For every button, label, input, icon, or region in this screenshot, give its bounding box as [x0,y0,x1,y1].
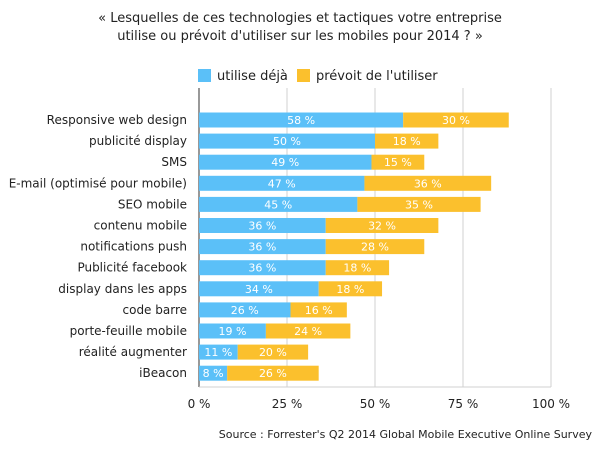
bar-value-label: 11 % [204,346,232,359]
x-tick-label: 50 % [360,397,391,411]
legend: utilise déjà prévoit de l'utiliser [198,69,438,84]
category-label: réalité augmenter [79,345,187,359]
bar-value-label: 34 % [245,283,273,296]
category-label: Responsive web design [47,113,187,127]
bar-utilise [199,218,326,233]
bar-value-label: 26 % [259,367,287,380]
bar-utilise [199,344,238,360]
bar-prevoit [325,218,439,233]
bar-value-label: 36 % [248,241,276,254]
legend-label-prevoit: prévoit de l'utiliser [316,69,438,84]
legend-label-utilise: utilise déjà [217,69,288,84]
bar-utilise [199,196,358,212]
category-label: SMS [161,155,187,169]
bar-prevoit [237,344,309,360]
bar-prevoit [318,281,383,297]
category-labels: Responsive web design publicité display SM… [9,113,187,380]
bar-prevoit [325,260,390,276]
category-label: notifications push [80,240,187,254]
bar-value-label: 26 % [231,304,259,317]
bar-value-label: 49 % [271,156,299,169]
bar-value-label: 30 % [442,114,470,127]
grid [198,88,552,388]
bar-value-label: 35 % [405,198,433,211]
bar-value-label: 36 % [248,262,276,275]
x-tick-label: 100 % [532,397,570,411]
bar-value-label: 20 % [259,346,287,359]
category-label: contenu mobile [94,219,187,233]
bar-value-label: 18 % [343,262,371,275]
bar-utilise [199,281,319,297]
bar-value-label: 24 % [294,325,322,338]
chart-title-line-2: utilise ou prévoit d'utiliser sur les mo… [117,29,483,44]
bars: 58 % 30 % 50 % 18 % 49 % 15 % 47 % 36 % 45 % 35 %… [199,112,509,381]
bar-value-label: 8 % [203,367,224,380]
category-label: iBeacon [139,366,187,380]
bar-prevoit [290,302,347,318]
bar-value-label: 58 % [287,114,315,127]
bar-utilise [199,302,291,318]
bar-value-label: 50 % [273,135,301,148]
bar-utilise [199,175,365,191]
source-note: Source : Forrester's Q2 2014 Global Mobi… [219,428,593,441]
x-tick-label: 25 % [272,397,303,411]
bar-prevoit [325,239,425,255]
bar-utilise [199,154,372,170]
bar-prevoit [375,133,439,149]
bar-prevoit [403,112,509,128]
bar-prevoit [357,196,481,212]
bar-value-label: 18 % [336,283,364,296]
bar-prevoit [265,323,351,339]
category-label: publicité display [89,134,187,148]
category-label: SEO mobile [118,197,187,211]
bar-value-label: 45 % [264,198,292,211]
bar-value-label: 18 % [393,135,421,148]
bar-value-label: 32 % [368,220,396,233]
bar-utilise [199,260,326,276]
x-tick-label: 75 % [448,397,479,411]
category-label: display dans les apps [58,282,187,296]
bar-utilise [199,133,375,149]
bar-value-label: 15 % [384,156,412,169]
category-label: porte-feuille mobile [70,324,187,338]
bar-value-label: 19 % [218,325,246,338]
bar-utilise [199,323,266,339]
category-label: Publicité facebook [77,261,187,275]
legend-swatch-utilise [198,69,211,82]
x-tick-label: 0 % [188,397,211,411]
bar-prevoit [364,175,492,191]
bar-utilise [199,112,404,128]
bar-value-label: 47 % [268,177,296,190]
bar-value-label: 16 % [305,304,333,317]
category-label: E-mail (optimisé pour mobile) [9,176,187,190]
bar-value-label: 36 % [248,220,276,233]
legend-swatch-prevoit [297,69,310,82]
bar-prevoit [371,154,425,170]
chart-title-line-1: « Lesquelles de ces technologies et tact… [98,11,502,26]
bar-value-label: 36 % [414,177,442,190]
x-axis-ticks: 0 % 25 % 50 % 75 % 100 % [188,397,570,411]
bar-utilise [199,365,228,381]
category-label: code barre [123,303,188,317]
bar-value-label: 28 % [361,241,389,254]
bar-utilise [199,239,326,255]
bar-prevoit [227,365,319,381]
